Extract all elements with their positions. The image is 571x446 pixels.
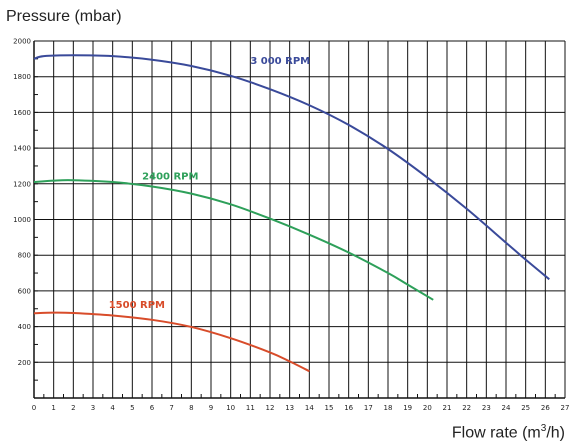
y-tick-label: 1800	[13, 73, 31, 81]
series-line-0	[33, 54, 550, 281]
series-label-1: 2400 RPM	[142, 171, 198, 182]
y-tick-label: 200	[18, 359, 31, 367]
series-group: 3 000 RPM 2400 RPM 1500 RPM	[33, 54, 550, 373]
series-line-1	[33, 179, 434, 301]
x-tick-label: 18	[384, 404, 393, 412]
x-tick-label: 1	[51, 404, 55, 412]
x-tick-label: 0	[32, 404, 36, 412]
x-tick-label: 3	[91, 404, 95, 412]
y-tick-label: 1600	[13, 109, 31, 117]
x-axis-title: Flow rate (m3/h)	[452, 423, 565, 442]
x-tick-label: 11	[246, 404, 255, 412]
y-tick-label: 1200	[13, 180, 31, 188]
x-tick-label: 26	[541, 404, 550, 412]
x-tick-label: 15	[325, 404, 334, 412]
x-tick-label: 20	[423, 404, 432, 412]
y-tick-label: 600	[18, 287, 31, 295]
x-tick-label: 7	[169, 404, 173, 412]
x-tick-label: 23	[482, 404, 491, 412]
y-tick-label: 1400	[13, 145, 31, 153]
x-tick-label: 4	[110, 404, 115, 412]
x-tick-label: 6	[150, 404, 155, 412]
x-tick-label: 10	[226, 404, 235, 412]
x-axis-title-superscript: 3	[540, 422, 547, 434]
y-axis-title: Pressure (mbar)	[6, 8, 122, 25]
series-label-2: 1500 RPM	[109, 300, 165, 311]
x-tick-label: 19	[403, 404, 412, 412]
x-tick-label: 27	[561, 404, 570, 412]
x-tick-label: 22	[462, 404, 471, 412]
y-tick-label: 2000	[13, 38, 31, 46]
x-tick-label: 5	[130, 404, 134, 412]
x-axis-title-end: /h)	[546, 424, 565, 441]
x-tick-label: 14	[305, 404, 314, 412]
series-label-0: 3 000 RPM	[250, 56, 310, 67]
x-tick-label: 17	[364, 404, 373, 412]
x-axis-title-main: Flow rate (m	[451, 424, 541, 441]
x-tick-label: 16	[344, 404, 353, 412]
x-tick-label: 9	[209, 404, 213, 412]
y-tick-label: 1000	[13, 216, 31, 224]
y-tick-label: 400	[18, 323, 31, 331]
grid	[33, 40, 566, 398]
x-tick-label: 21	[443, 404, 452, 412]
x-tick-label: 12	[266, 404, 275, 412]
x-tick-label: 8	[189, 404, 193, 412]
x-tick-label: 13	[285, 404, 294, 412]
series-line-2	[33, 311, 310, 373]
x-tick-label: 2	[71, 404, 75, 412]
x-tick-label: 24	[502, 404, 511, 412]
x-tick-label: 25	[521, 404, 530, 412]
y-tick-label: 800	[18, 252, 31, 260]
